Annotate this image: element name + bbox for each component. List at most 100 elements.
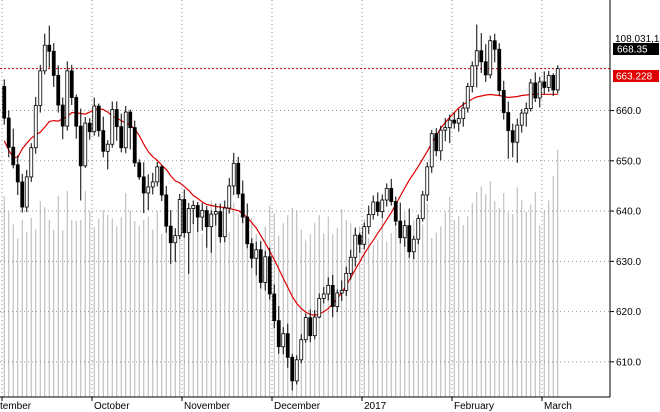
- candlestick: [393, 196, 398, 226]
- candle-body: [515, 124, 520, 143]
- candle-body: [524, 108, 529, 114]
- candlestick: [245, 203, 250, 249]
- candle-body: [537, 81, 542, 99]
- candle-body: [519, 112, 524, 126]
- candle-body: [173, 235, 178, 244]
- candle-body: [78, 125, 83, 167]
- candle-body: [294, 359, 299, 382]
- candlestick: [137, 159, 142, 180]
- candlestick: [389, 178, 394, 206]
- candle-body: [132, 127, 137, 164]
- candlestick: [371, 195, 376, 220]
- candlestick: [213, 203, 218, 226]
- candle-body: [186, 208, 191, 234]
- candle-body: [51, 50, 56, 76]
- candlestick: [29, 143, 34, 182]
- candle-body: [33, 105, 38, 149]
- candlestick: [537, 76, 542, 108]
- candle-body: [456, 118, 461, 124]
- candle-body: [119, 126, 124, 149]
- candlestick: [236, 156, 241, 198]
- candle-body: [411, 238, 416, 253]
- y-tick-label: 630.0: [616, 257, 641, 268]
- candle-body: [177, 199, 182, 237]
- candle-body: [249, 243, 254, 259]
- candle-body: [299, 339, 304, 361]
- axes: [0, 0, 611, 398]
- candlestick: [191, 200, 196, 225]
- candlestick: [20, 173, 25, 213]
- candlestick: [60, 97, 65, 140]
- candle-body: [362, 226, 367, 245]
- candle-body: [155, 166, 160, 183]
- candlestick: [524, 102, 529, 127]
- candlestick: [443, 118, 448, 142]
- candle-body: [353, 234, 358, 258]
- candle-body: [281, 333, 286, 348]
- candlestick: [402, 220, 407, 247]
- candle-body: [276, 320, 281, 348]
- candlestick: [254, 241, 259, 276]
- candlestick: [294, 355, 299, 385]
- candlestick: [51, 43, 56, 87]
- candle-body: [461, 107, 466, 119]
- candlestick: [78, 108, 83, 201]
- candlestick: [141, 162, 146, 214]
- candlestick: [375, 192, 380, 217]
- candlestick: [258, 241, 263, 289]
- candle-body: [420, 194, 425, 220]
- candle-body: [258, 249, 263, 283]
- candle-body: [236, 162, 241, 195]
- candle-body: [497, 48, 502, 91]
- candle-body: [38, 70, 43, 106]
- candlestick: [249, 238, 254, 268]
- candlestick: [411, 235, 416, 260]
- candle-body: [375, 201, 380, 212]
- candlestick: [398, 202, 403, 244]
- candlestick: [416, 214, 421, 245]
- candle-body: [290, 356, 295, 382]
- candle-body: [447, 119, 452, 129]
- candlestick: [204, 206, 209, 248]
- candle-body: [123, 111, 128, 149]
- candle-body: [380, 199, 385, 212]
- candle-body: [371, 201, 376, 215]
- candlestick: [353, 227, 358, 267]
- candlestick: [546, 70, 551, 92]
- candlestick: [272, 284, 277, 329]
- y-tick-label: 660.0: [616, 106, 641, 117]
- candlestick: [510, 123, 515, 158]
- candlestick: [344, 266, 349, 296]
- x-tick-label: 2017: [364, 401, 387, 412]
- candlestick: [303, 313, 308, 343]
- candlestick: [290, 353, 295, 391]
- candle-body: [150, 181, 155, 188]
- candle-body: [510, 130, 515, 143]
- candle-body: [24, 176, 29, 208]
- candle-body: [200, 210, 205, 218]
- candlestick: [326, 277, 331, 301]
- candle-body: [254, 249, 259, 259]
- candlestick: [429, 130, 434, 173]
- candlestick: [2, 79, 7, 125]
- candlestick: [339, 280, 344, 302]
- candlestick: [33, 96, 38, 154]
- candlestick: [11, 128, 16, 169]
- last-price-tag: 668.35: [617, 45, 648, 56]
- candle-body: [470, 65, 475, 87]
- candlestick: [492, 33, 497, 63]
- candlestick: [497, 43, 502, 96]
- candlesticks: [2, 24, 560, 391]
- candle-body: [87, 122, 92, 133]
- candle-body: [335, 292, 340, 307]
- candle-body: [47, 44, 52, 52]
- candlestick: [146, 174, 151, 211]
- candlestick: [150, 172, 155, 195]
- candlestick: [312, 310, 317, 340]
- candle-body: [110, 109, 115, 145]
- candlestick: [164, 185, 169, 233]
- candlestick: [168, 210, 173, 264]
- candlestick: [461, 102, 466, 127]
- candle-body: [209, 213, 214, 228]
